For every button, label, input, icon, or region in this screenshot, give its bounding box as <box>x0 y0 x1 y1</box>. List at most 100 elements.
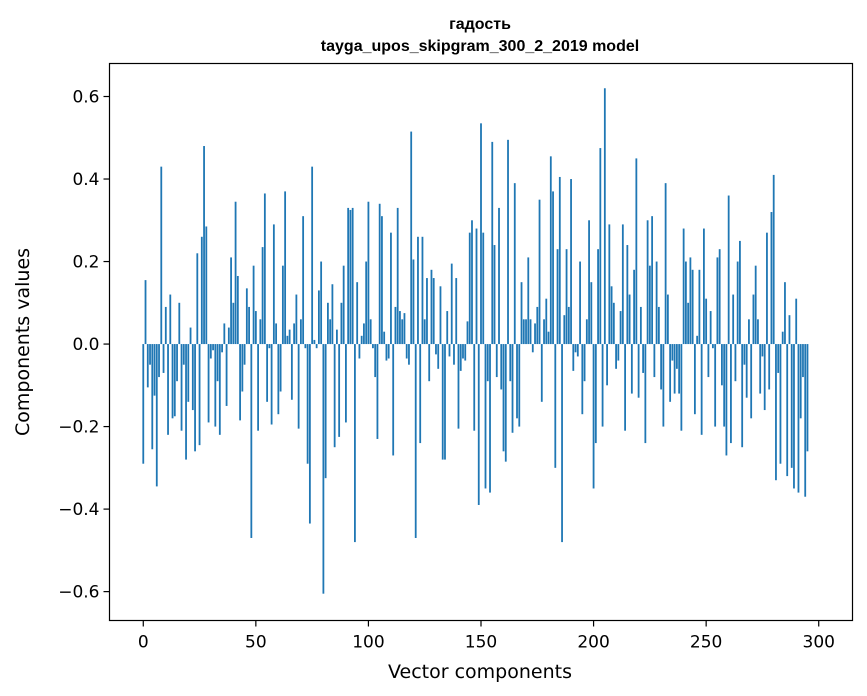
bar <box>680 344 683 431</box>
y-tick-label: −0.6 <box>58 583 99 603</box>
bar <box>662 344 665 427</box>
bar <box>574 344 577 353</box>
bar <box>558 176 561 345</box>
bar <box>428 344 431 382</box>
bar <box>426 278 428 345</box>
bar <box>151 344 154 450</box>
bar <box>770 212 773 345</box>
bar <box>401 319 404 345</box>
bar <box>666 294 669 345</box>
bar <box>234 201 237 345</box>
bar <box>250 344 253 538</box>
bar <box>664 183 667 345</box>
bar <box>345 344 347 423</box>
bar <box>412 259 415 345</box>
bar <box>567 306 570 345</box>
bar <box>718 249 721 345</box>
bar <box>549 156 552 345</box>
bar <box>176 344 178 382</box>
y-axis-label: Components values <box>12 248 34 436</box>
bar <box>351 207 354 345</box>
bar <box>673 344 676 394</box>
bar <box>768 344 771 390</box>
bar <box>189 327 192 345</box>
bar <box>223 323 226 345</box>
bar <box>802 344 804 378</box>
bar <box>324 344 327 479</box>
bar <box>268 344 271 349</box>
bar <box>766 232 768 345</box>
bar <box>525 319 527 345</box>
bar <box>570 179 572 345</box>
bar <box>340 302 343 345</box>
y-tick-label: −0.4 <box>58 500 99 520</box>
bar <box>507 139 509 345</box>
bar <box>200 236 203 345</box>
bar <box>748 319 750 345</box>
bar <box>239 344 241 421</box>
bar <box>781 331 784 345</box>
bar <box>369 319 372 345</box>
bar <box>581 344 584 415</box>
bar <box>293 323 296 345</box>
bar <box>644 344 647 444</box>
bar <box>675 344 678 369</box>
bar <box>146 344 149 388</box>
bar <box>277 344 280 415</box>
bar <box>561 344 563 543</box>
bar <box>475 228 478 345</box>
bar <box>378 203 381 345</box>
bar <box>633 269 635 345</box>
bar <box>173 344 176 417</box>
bar <box>779 344 782 464</box>
bar <box>590 282 593 345</box>
x-tick-label: 300 <box>803 633 835 653</box>
bar <box>365 261 368 345</box>
bar <box>511 344 514 433</box>
bar <box>739 240 741 345</box>
bar <box>736 261 739 345</box>
bar <box>518 344 521 427</box>
x-tick-label: 0 <box>138 633 149 653</box>
bar <box>297 344 300 429</box>
bar <box>403 313 406 345</box>
bar <box>286 335 289 345</box>
bar <box>509 344 512 382</box>
bar <box>387 344 390 359</box>
bar <box>745 344 748 398</box>
bar <box>750 344 753 419</box>
bar <box>457 344 460 429</box>
bar <box>394 306 397 345</box>
bar <box>160 166 163 345</box>
bar <box>455 278 458 345</box>
bar <box>385 344 388 361</box>
bar <box>784 282 786 345</box>
bar <box>372 344 374 349</box>
bar <box>612 302 615 345</box>
bar <box>162 344 165 373</box>
y-axis: −0.6 −0.4 −0.2 0.0 0.2 0.4 0.6 <box>58 88 110 603</box>
bar <box>495 344 498 378</box>
x-tick-label: 150 <box>465 633 497 653</box>
bar <box>327 302 329 345</box>
bar <box>642 344 645 373</box>
bar <box>187 344 190 402</box>
bar <box>705 298 708 345</box>
bar <box>572 344 575 371</box>
bar <box>252 265 255 345</box>
bar <box>660 344 663 390</box>
bar <box>691 269 694 345</box>
bar <box>793 344 795 489</box>
bar <box>563 315 566 345</box>
bar <box>513 183 516 345</box>
bar <box>169 294 172 345</box>
bar <box>464 344 467 361</box>
bar <box>556 249 559 345</box>
bar <box>153 344 156 396</box>
bar <box>313 339 316 345</box>
chart-subtitle: tayga_upos_skipgram_300_2_2019 model <box>321 38 639 55</box>
bar <box>468 232 471 345</box>
bar <box>329 319 332 345</box>
bar <box>752 294 755 345</box>
bar <box>531 344 534 353</box>
